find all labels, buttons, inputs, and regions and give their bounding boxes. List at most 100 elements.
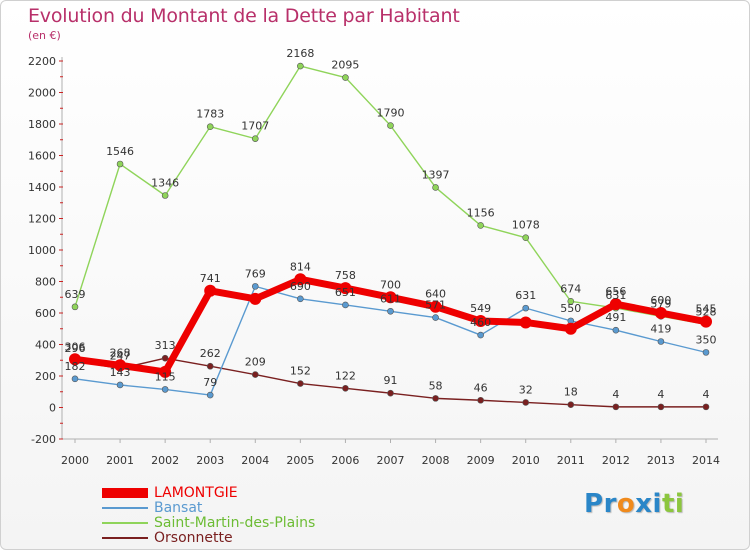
logo-letter: i xyxy=(674,489,685,519)
y-tick-label: 1600 xyxy=(28,150,56,163)
data-point-1 xyxy=(206,391,214,399)
data-label: 58 xyxy=(429,379,443,392)
data-point-1 xyxy=(387,307,394,315)
data-point-3 xyxy=(206,362,214,370)
legend-label-orsonnette: Orsonnette xyxy=(154,530,233,546)
data-label: 122 xyxy=(335,369,356,382)
data-label: 579 xyxy=(650,297,671,310)
data-label: 549 xyxy=(470,302,491,315)
data-point-1 xyxy=(251,283,259,290)
y-tick-label: 1200 xyxy=(28,213,56,226)
x-tick-label: 2014 xyxy=(692,454,720,467)
legend-swatch-orsonnette xyxy=(102,537,148,539)
logo-letter: P xyxy=(584,489,604,519)
data-label: 571 xyxy=(425,299,446,312)
logo-letter: x xyxy=(635,489,653,519)
data-label: 814 xyxy=(290,260,311,273)
x-tick-label: 2012 xyxy=(602,454,630,467)
data-label: 639 xyxy=(65,288,86,301)
data-label: 91 xyxy=(384,374,398,387)
data-point-0 xyxy=(519,316,532,329)
data-label: 631 xyxy=(515,289,536,302)
x-tick-label: 2000 xyxy=(61,454,89,467)
data-point-1 xyxy=(297,295,304,303)
data-point-3 xyxy=(477,396,484,404)
y-tick-label: -200 xyxy=(31,433,56,446)
data-label: 296 xyxy=(65,342,86,355)
data-label: 32 xyxy=(519,383,533,396)
x-tick-label: 2009 xyxy=(467,454,495,467)
data-label: 262 xyxy=(200,347,221,360)
data-label: 1783 xyxy=(196,108,224,121)
data-point-1 xyxy=(71,375,79,383)
y-tick-label: 200 xyxy=(35,370,56,383)
data-point-1 xyxy=(116,381,124,389)
data-point-2 xyxy=(71,303,79,311)
legend-label-bansat: Bansat xyxy=(154,500,203,516)
data-label: 460 xyxy=(470,316,491,329)
data-point-0 xyxy=(204,284,217,297)
data-point-0 xyxy=(159,365,172,378)
data-label: 1397 xyxy=(422,168,450,181)
data-point-1 xyxy=(657,338,665,345)
legend-label-saint-martin: Saint-Martin-des-Plains xyxy=(154,515,316,531)
y-tick-label: 2000 xyxy=(28,87,56,100)
data-point-0 xyxy=(69,353,81,366)
data-point-0 xyxy=(609,298,622,311)
data-label: 491 xyxy=(605,311,626,324)
data-point-2 xyxy=(161,192,169,199)
data-label: 115 xyxy=(155,370,176,383)
x-tick-label: 2004 xyxy=(241,454,269,467)
data-point-3 xyxy=(567,401,575,408)
data-point-0 xyxy=(564,322,577,335)
x-tick-label: 2006 xyxy=(331,454,359,467)
data-point-2 xyxy=(251,135,259,142)
data-point-3 xyxy=(342,384,349,392)
data-point-3 xyxy=(251,371,259,378)
legend-swatch-saint-martin xyxy=(102,522,148,524)
y-tick-label: 2200 xyxy=(28,55,56,68)
data-point-2 xyxy=(342,74,349,81)
data-label: 313 xyxy=(155,339,176,352)
data-label: 2168 xyxy=(286,47,314,60)
data-label: 741 xyxy=(200,272,221,285)
data-point-2 xyxy=(206,123,214,130)
x-tick-label: 2010 xyxy=(512,454,540,467)
chart-unit: (en €) xyxy=(28,29,61,42)
data-label: 1346 xyxy=(151,177,179,190)
data-point-2 xyxy=(522,234,530,242)
data-point-0 xyxy=(114,359,127,372)
data-point-2 xyxy=(432,184,439,191)
data-point-1 xyxy=(522,304,530,312)
data-point-0 xyxy=(249,292,262,305)
data-label: 2095 xyxy=(331,59,359,72)
y-tick-label: 800 xyxy=(35,276,56,289)
legend-swatch-lamontgie xyxy=(102,488,148,498)
x-tick-label: 2001 xyxy=(106,454,134,467)
data-point-3 xyxy=(702,403,710,411)
x-tick-label: 2005 xyxy=(286,454,314,467)
data-label: 306 xyxy=(65,340,86,353)
x-tick-label: 2003 xyxy=(196,454,224,467)
data-point-1 xyxy=(612,326,620,334)
data-label: 758 xyxy=(335,269,356,282)
x-tick-label: 2008 xyxy=(422,454,450,467)
y-tick-label: 1000 xyxy=(28,244,56,257)
data-label: 152 xyxy=(290,365,311,378)
data-point-0 xyxy=(700,315,712,328)
data-label: 419 xyxy=(650,323,671,336)
data-label: 528 xyxy=(696,305,717,318)
data-label: 545 xyxy=(696,303,717,316)
data-label: 690 xyxy=(290,280,311,293)
data-point-1 xyxy=(432,314,439,321)
data-label: 651 xyxy=(335,286,356,299)
x-tick-label: 2013 xyxy=(647,454,675,467)
data-label: 1707 xyxy=(241,120,269,133)
data-label: 1078 xyxy=(512,219,540,232)
data-point-0 xyxy=(294,273,307,286)
data-point-0 xyxy=(384,291,397,304)
data-label: 640 xyxy=(425,288,446,301)
data-point-3 xyxy=(612,403,620,411)
